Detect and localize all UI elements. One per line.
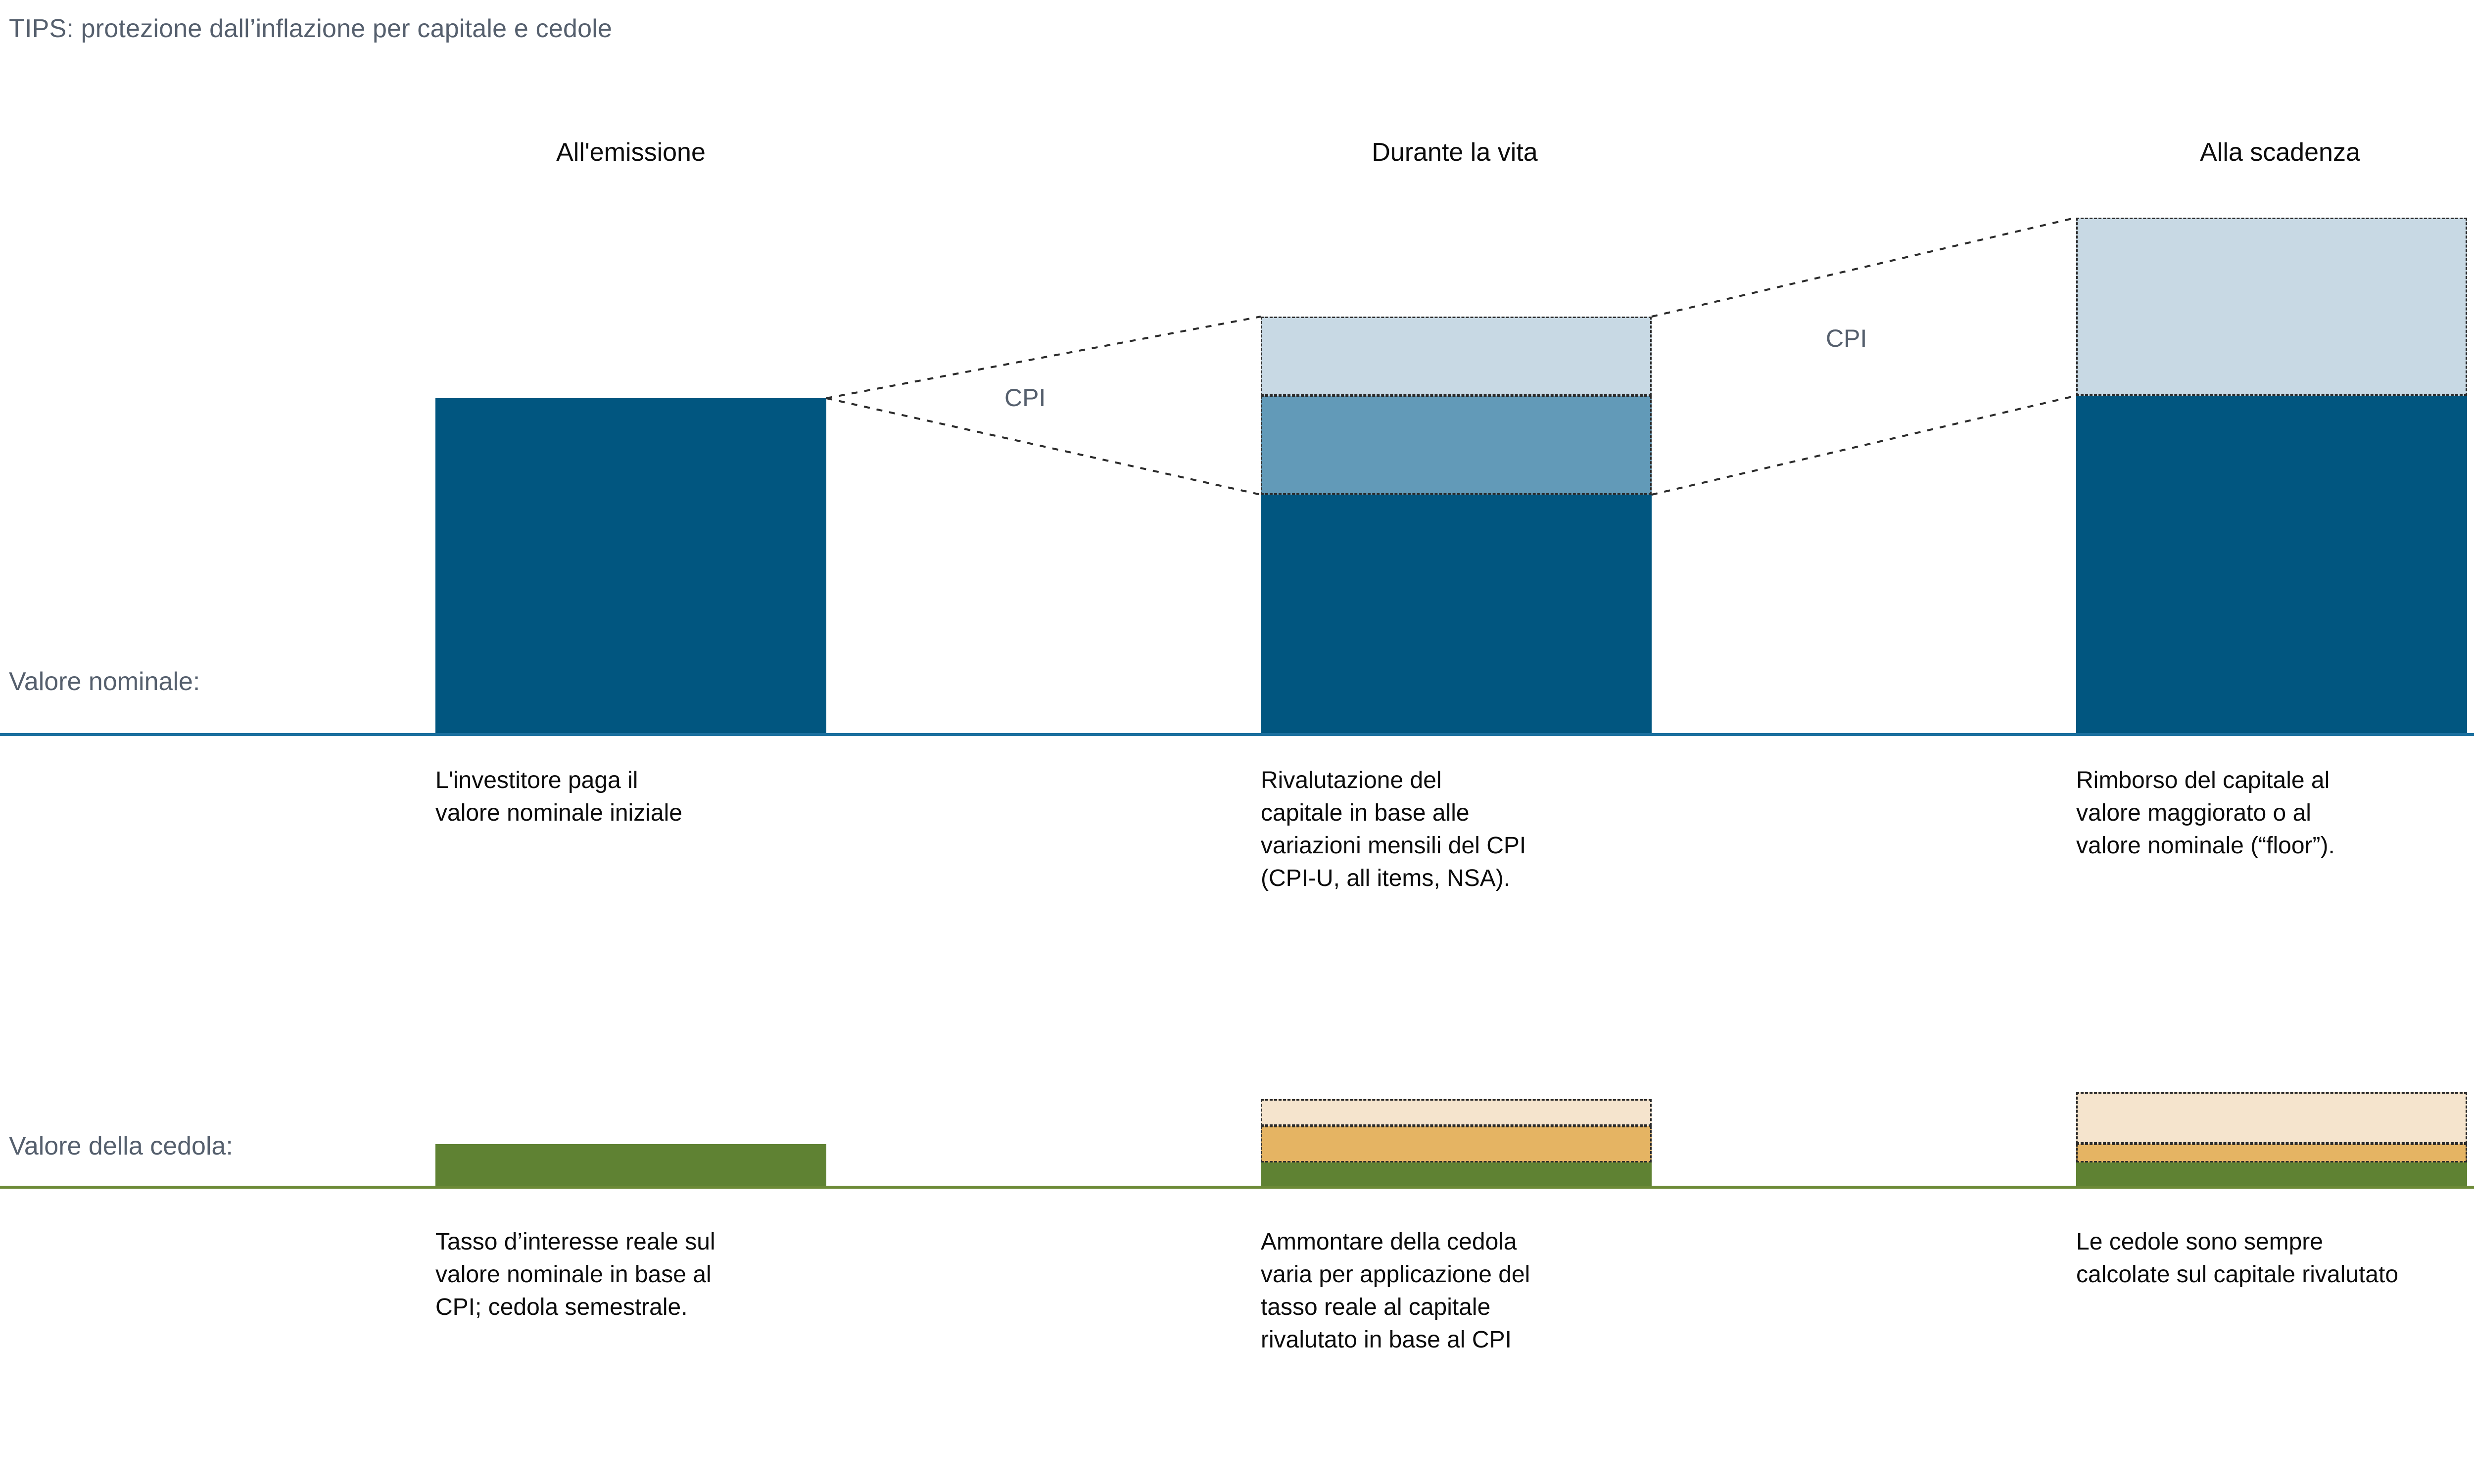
principal-bar-issuance [435,0,826,1484]
caption-coupon-maturity: Le cedole sono sempre calcolate sul capi… [2076,1229,2399,1288]
row-label-nominal-value: Valore nominale: [9,667,200,696]
caption-nominal-during-life: Rivalutazione del capitale in base alle … [1261,767,1526,891]
coupon-bar-during-life [1261,0,1652,1484]
principal-bar-segment [435,398,826,733]
coupon-bar-segment [2076,1162,2467,1186]
baseline-coupon-value [0,1186,2474,1189]
principal-bar-segment [2076,218,2467,396]
principal-bar-during-life [1261,0,1652,1484]
coupon-bar-segment [1261,1126,1652,1162]
principal-bar-segment [2076,396,2467,733]
coupon-bar-segment [1261,1162,1652,1186]
coupon-bar-segment [2076,1144,2467,1162]
principal-bar-segment [1261,495,1652,733]
caption-coupon-during-life: Ammontare della cedola varia per applica… [1261,1229,1530,1353]
coupon-bar-maturity [2076,0,2467,1484]
coupon-bar-segment [2076,1092,2467,1144]
cpi-annotation-first-gap: CPI [1004,384,1046,412]
column-header-during-life: Durante la vita [1372,138,1538,167]
coupon-bar-segment [1261,1099,1652,1126]
baseline-nominal-value [0,733,2474,736]
column-header-maturity: Alla scadenza [2200,138,2360,167]
caption-nominal-maturity: Rimborso del capitale al valore maggiora… [2076,767,2335,859]
cpi-annotation-second-gap: CPI [1826,325,1867,352]
coupon-bar-segment [435,1144,826,1186]
principal-bar-maturity [2076,0,2467,1484]
principal-bar-segment [1261,396,1652,495]
coupon-bar-issuance [435,0,826,1484]
caption-coupon-issuance: Tasso d’interesse reale sul valore nomin… [435,1229,715,1320]
page-title: TIPS: protezione dall’inflazione per cap… [9,14,613,43]
principal-bar-segment [1261,317,1652,396]
column-header-issuance: All'emissione [556,138,706,167]
caption-nominal-issuance: L'investitore paga il valore nominale in… [435,767,682,826]
row-label-coupon-value: Valore della cedola: [9,1132,233,1160]
